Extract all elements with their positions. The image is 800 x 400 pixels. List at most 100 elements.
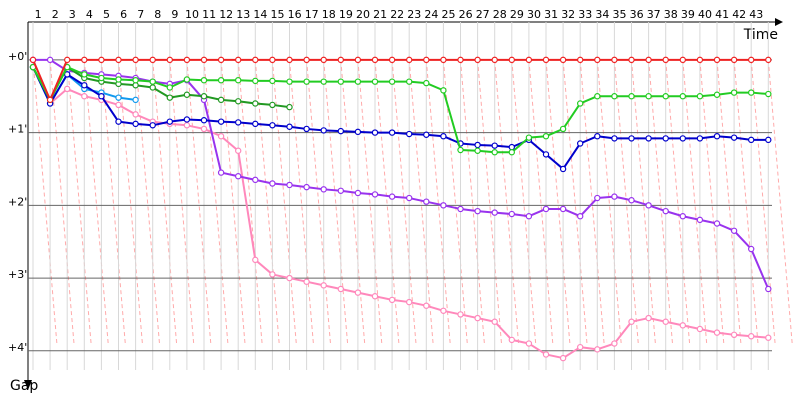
point [645, 56, 652, 64]
x-tick-label: 10 [185, 8, 199, 21]
x-tick-label: 25 [442, 8, 456, 21]
point [440, 202, 447, 209]
point [115, 101, 122, 109]
point [713, 91, 721, 98]
x-tick-label: 13 [236, 8, 250, 21]
point [645, 93, 652, 100]
point [696, 56, 704, 64]
point [200, 93, 208, 100]
point [388, 78, 396, 85]
x-tick-label: 4 [86, 8, 93, 21]
point [286, 123, 293, 130]
lapped-line [169, 59, 195, 346]
point [252, 120, 259, 128]
point [662, 135, 669, 142]
point [354, 78, 362, 85]
point [611, 93, 618, 100]
point [234, 119, 242, 126]
point [132, 76, 139, 84]
lapped-line [665, 59, 691, 346]
x-axis-title: Time [743, 27, 778, 43]
point [474, 207, 481, 215]
series-line [32, 66, 769, 360]
y-tick-label: +4' [8, 341, 27, 354]
point [200, 56, 208, 64]
x-tick-label: 42 [732, 8, 746, 21]
point [611, 193, 618, 200]
x-tick-label: 29 [510, 8, 524, 21]
point [508, 210, 515, 218]
point [320, 56, 327, 64]
point [696, 325, 704, 333]
point [200, 125, 208, 133]
lapped-line [135, 59, 161, 346]
point [388, 296, 396, 304]
point [252, 77, 259, 85]
x-tick-label: 38 [664, 8, 678, 21]
point [474, 314, 481, 322]
point [303, 78, 310, 85]
x-tick-label: 1 [35, 8, 42, 21]
point [559, 354, 567, 362]
point [286, 78, 293, 85]
point [166, 84, 173, 91]
point [166, 56, 173, 64]
point [594, 346, 601, 353]
point [81, 93, 88, 100]
point [320, 78, 327, 85]
point [730, 331, 738, 339]
point [149, 78, 156, 85]
point [234, 147, 242, 154]
point [577, 140, 584, 147]
point [594, 93, 601, 100]
point [406, 298, 413, 306]
lapped-line [648, 59, 674, 346]
series-line [32, 66, 290, 109]
point [183, 122, 191, 129]
point [388, 193, 396, 200]
lapped-line [100, 59, 126, 346]
point [406, 130, 413, 138]
point [252, 176, 259, 184]
point [132, 82, 139, 89]
point [542, 133, 550, 140]
point [765, 56, 772, 64]
point [645, 202, 652, 209]
point [303, 125, 310, 133]
point [440, 307, 447, 314]
point [730, 56, 738, 64]
lapped-line [477, 59, 503, 346]
point [730, 227, 738, 234]
point [577, 56, 584, 64]
point [662, 93, 669, 100]
point [611, 56, 618, 64]
lapped-line [425, 59, 451, 346]
x-tick-label: 21 [373, 8, 387, 21]
lapped-line [682, 59, 708, 346]
lapped-line [306, 59, 332, 346]
point [628, 93, 635, 100]
point [217, 133, 225, 140]
point [423, 198, 430, 205]
lapped-line [374, 59, 400, 346]
point [217, 118, 225, 125]
y-axis-title: Gap [10, 378, 38, 394]
point [696, 93, 704, 100]
lapped-line [203, 59, 229, 346]
point [423, 79, 430, 87]
point [354, 56, 362, 64]
point [166, 94, 173, 101]
point [423, 302, 430, 309]
point [234, 56, 242, 64]
point [679, 135, 687, 142]
lapped-line [596, 59, 622, 346]
point [559, 205, 567, 213]
lapped-line [186, 59, 212, 346]
point [525, 134, 533, 141]
x-tick-label: 9 [171, 8, 178, 21]
point [132, 96, 139, 104]
lapped-line [613, 59, 639, 346]
point [594, 56, 601, 64]
point [337, 127, 344, 135]
x-tick-label: 12 [219, 8, 233, 21]
